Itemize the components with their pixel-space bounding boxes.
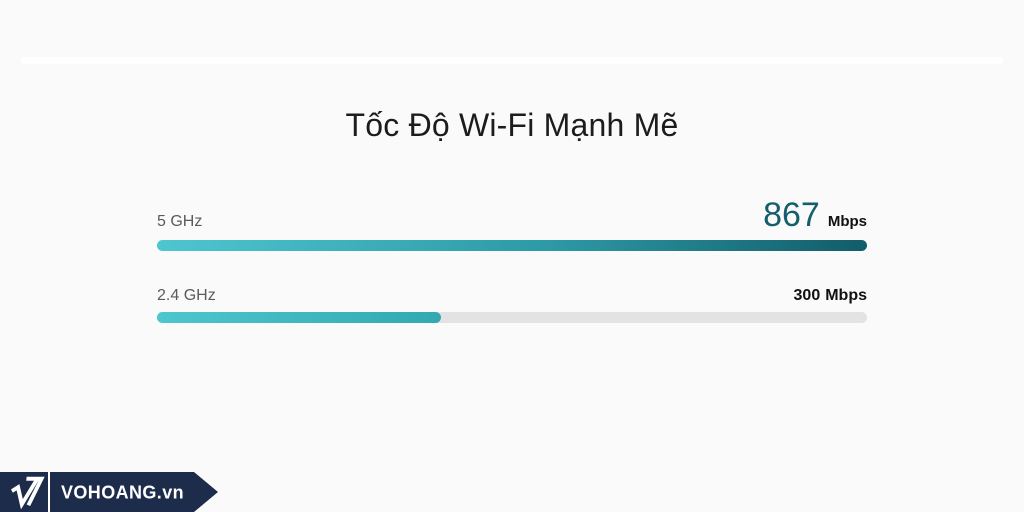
speed-unit-5ghz: Mbps xyxy=(827,213,867,230)
speed-value-group-5ghz: 867 Mbps xyxy=(763,198,867,232)
speed-unit-24ghz: Mbps xyxy=(825,287,867,304)
band-label-24ghz: 2.4 GHz xyxy=(157,287,216,304)
speed-bar-track-24ghz xyxy=(157,312,867,323)
speed-value-5ghz: 867 xyxy=(763,196,820,234)
watermark-divider xyxy=(48,472,50,512)
brand-watermark: VOHOANG.vn xyxy=(0,472,219,512)
speed-bar-fill-24ghz xyxy=(157,312,441,323)
row-spacer xyxy=(157,251,867,287)
wifi-speed-section: Tốc Độ Wi-Fi Mạnh Mẽ 5 GHz 867 Mbps 2.4 … xyxy=(157,0,867,323)
speed-value-24ghz: 300 xyxy=(793,287,821,304)
vh-monogram-icon xyxy=(4,472,48,512)
watermark-ribbon: VOHOANG.vn xyxy=(0,472,195,512)
band-label-5ghz: 5 GHz xyxy=(157,213,203,230)
speed-bar-track-5ghz xyxy=(157,240,867,251)
section-title: Tốc Độ Wi-Fi Mạnh Mẽ xyxy=(345,107,679,143)
speed-value-group-24ghz: 300 Mbps xyxy=(794,287,867,305)
wifi-speed-chart: 5 GHz 867 Mbps 2.4 GHz 300 Mbps xyxy=(157,198,867,323)
speed-row-5ghz: 5 GHz 867 Mbps xyxy=(157,198,867,251)
speed-bar-fill-5ghz xyxy=(157,240,867,251)
watermark-brand-text: VOHOANG.vn xyxy=(61,480,185,502)
arrow-right-shape xyxy=(194,472,219,512)
row-head-5ghz: 5 GHz 867 Mbps xyxy=(157,198,867,232)
section-divider-strip xyxy=(21,57,1003,64)
speed-row-24ghz: 2.4 GHz 300 Mbps xyxy=(157,287,867,323)
row-head-24ghz: 2.4 GHz 300 Mbps xyxy=(157,287,867,305)
